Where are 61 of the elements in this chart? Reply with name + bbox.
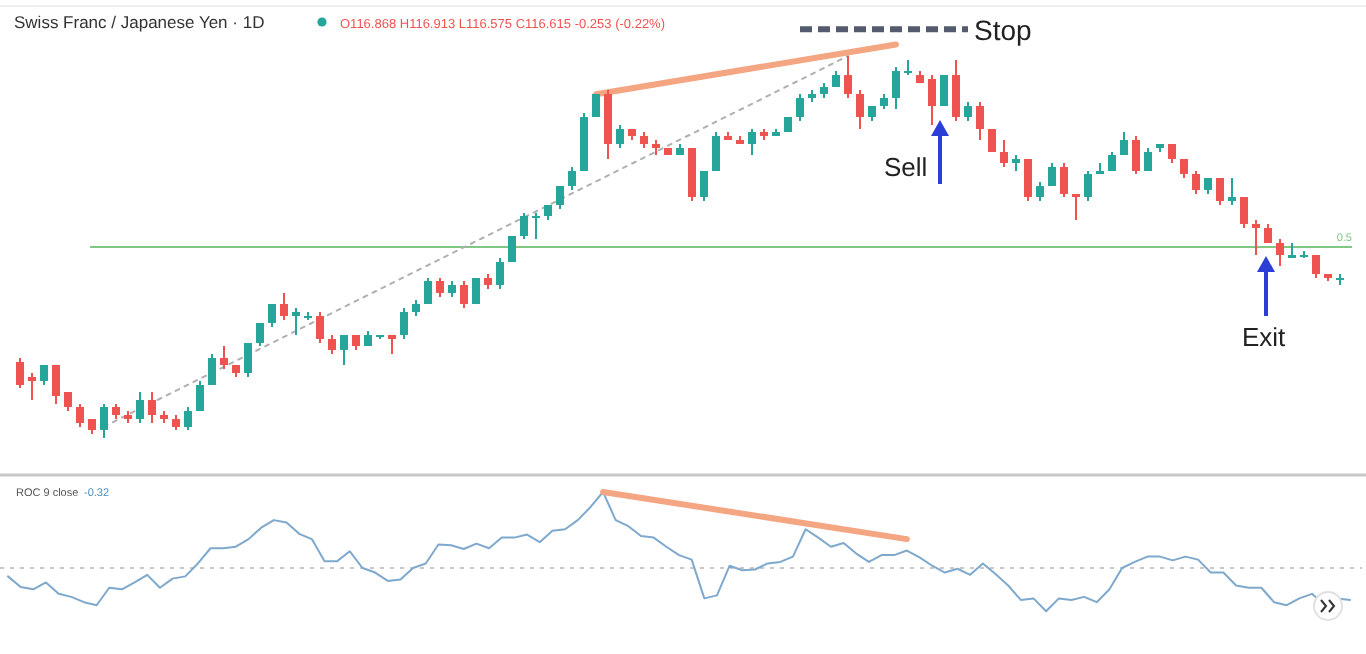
- candlestick: [1036, 181, 1044, 203]
- candlestick: [1024, 158, 1032, 203]
- candlestick: [196, 379, 204, 413]
- annotation: Exit: [1242, 322, 1287, 352]
- candlestick: [1084, 169, 1092, 203]
- candlestick: [268, 303, 276, 329]
- candlestick: [136, 391, 144, 424]
- candlestick: [28, 372, 36, 401]
- candlestick: [208, 352, 216, 386]
- candlestick: [796, 93, 804, 122]
- candlestick: [568, 165, 576, 191]
- candlestick: [1228, 177, 1236, 206]
- candlestick: [280, 291, 288, 321]
- candlestick: [100, 402, 108, 439]
- candlestick: [184, 406, 192, 432]
- candlestick: [1132, 135, 1140, 176]
- candlestick: [496, 257, 504, 291]
- candlestick: [952, 58, 960, 122]
- candlestick: [1144, 146, 1152, 172]
- candlestick: [844, 55, 852, 100]
- candlestick: [76, 402, 84, 428]
- candlestick: [424, 276, 432, 306]
- candlestick: [1180, 158, 1188, 180]
- candlestick: [316, 310, 324, 344]
- candlestick: [400, 307, 408, 340]
- candlestick: [460, 280, 468, 310]
- candlestick: [928, 74, 936, 126]
- candlestick: [292, 307, 300, 336]
- candlestick: [1276, 238, 1284, 268]
- candlestick: [700, 169, 708, 203]
- candlestick: [436, 276, 444, 298]
- candlestick: [1060, 161, 1068, 199]
- candlestick: [340, 333, 348, 367]
- candlestick: [976, 100, 984, 142]
- candlestick: [64, 391, 72, 413]
- candlestick: [244, 341, 252, 378]
- candlestick: [52, 364, 60, 405]
- candlestick: [328, 333, 336, 355]
- candlestick: [1240, 196, 1248, 229]
- candlestick: [616, 123, 624, 149]
- annotation: Sell: [884, 152, 928, 182]
- candlestick: [892, 66, 900, 111]
- text: Stop: [974, 14, 1033, 46]
- candlestick: [712, 131, 720, 172]
- chart-title: Swiss Franc / Japanese Yen · 1D: [14, 12, 265, 32]
- candlestick: [964, 100, 972, 122]
- candlestick: [532, 211, 540, 241]
- candlestick: [220, 345, 228, 371]
- candlestick: [148, 391, 156, 424]
- candlestick: [1192, 169, 1200, 195]
- candlestick: [1252, 219, 1260, 256]
- candlestick: [520, 211, 528, 241]
- candlestick: [40, 364, 48, 386]
- candlestick: [1048, 161, 1056, 187]
- candlestick: [16, 356, 24, 390]
- candlestick: [856, 89, 864, 130]
- candlestick: [748, 127, 756, 157]
- candlestick: [256, 322, 264, 348]
- candlestick: [1000, 139, 1008, 168]
- candlestick: [1108, 150, 1116, 172]
- candlestick: [1216, 177, 1224, 206]
